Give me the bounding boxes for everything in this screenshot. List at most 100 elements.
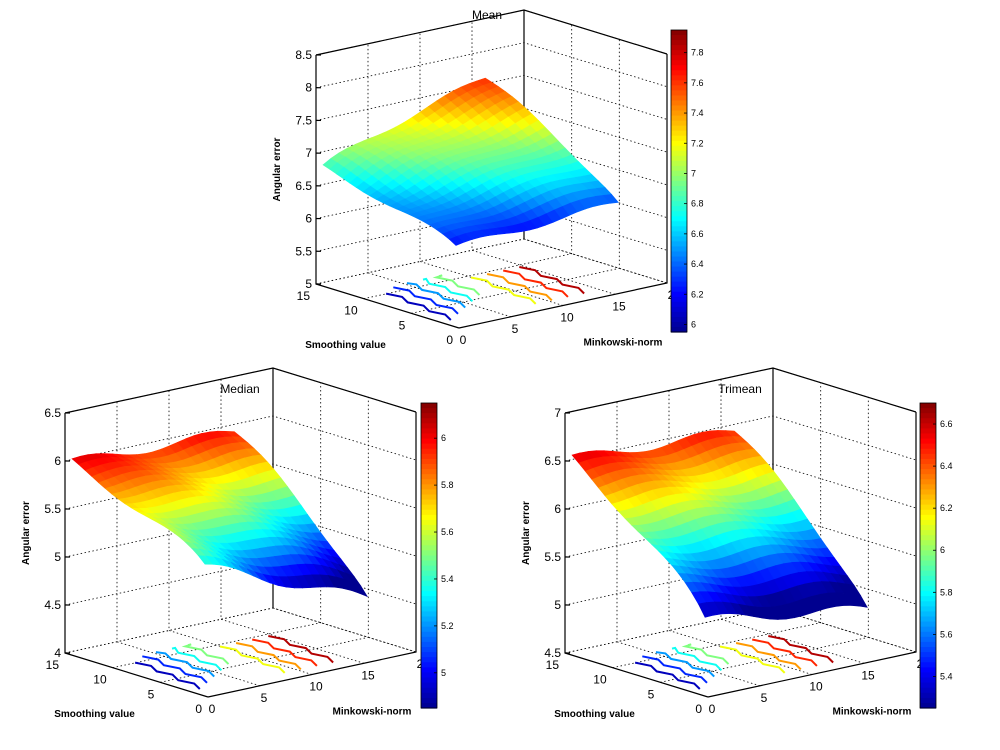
- colorbar-segment: [421, 601, 437, 607]
- colorbar-segment: [671, 286, 687, 293]
- plot-panel-mean: 55.566.577.588.50510152051015Minkowski-n…: [272, 8, 704, 351]
- colorbar-segment: [671, 100, 687, 107]
- colorbar-segment: [920, 621, 936, 628]
- colorbar-segment: [421, 504, 437, 511]
- colorbar-segment: [920, 677, 936, 684]
- colorbar-tick-label: 7: [691, 168, 696, 178]
- x-tick-label: 10: [309, 680, 323, 694]
- plot-panel-median: 44.555.566.50510152051015Minkowski-normS…: [21, 367, 454, 720]
- x-axis-line: [707, 412, 917, 698]
- x-axis-line: [207, 412, 417, 698]
- colorbar-segment: [671, 256, 687, 263]
- colorbar: 5.4 5.6 5.8 6 6.2 6.4 6.6: [919, 402, 953, 709]
- colorbar-segment: [671, 145, 687, 152]
- contour-line: [181, 643, 230, 665]
- colorbar-segment: [671, 236, 687, 242]
- x-tick-label: 5: [512, 322, 519, 336]
- y-tick-label: 0: [195, 702, 202, 716]
- contour-line: [470, 276, 537, 305]
- z-tick-label: 5.5: [44, 502, 61, 516]
- contour-line: [655, 651, 715, 678]
- colorbar-segment: [421, 438, 437, 445]
- colorbar-segment: [671, 196, 687, 202]
- colorbar-tick-label: 5: [441, 668, 446, 678]
- colorbar-segment: [920, 692, 936, 699]
- colorbar-segment: [671, 165, 687, 172]
- colorbar-segment: [421, 580, 437, 587]
- y-tick-label: 10: [593, 673, 607, 687]
- colorbar-tick-label: 7.6: [691, 78, 704, 88]
- contour-line: [406, 282, 466, 309]
- colorbar-segment: [421, 484, 437, 491]
- y-tick-label: 15: [546, 658, 560, 672]
- z-tick-label: 4.5: [544, 646, 561, 660]
- colorbar-segment: [671, 90, 687, 97]
- gridline-y: [660, 397, 869, 683]
- gridline-z: [64, 607, 417, 654]
- colorbar-segment: [671, 226, 687, 232]
- colorbar-segment: [421, 591, 437, 597]
- colorbar-segment: [671, 231, 687, 237]
- colorbar-segment: [421, 616, 437, 623]
- colorbar-tick-label: 5.6: [441, 527, 454, 537]
- colorbar-segment: [671, 85, 687, 91]
- colorbar-segment: [671, 120, 687, 127]
- colorbar-segment: [671, 40, 687, 46]
- colorbar-segment: [920, 525, 936, 531]
- contour-line: [735, 642, 802, 671]
- colorbar-segment: [671, 246, 687, 253]
- colorbar-segment: [421, 545, 437, 552]
- colorbar-segment: [671, 191, 687, 197]
- colorbar-segment: [421, 550, 437, 557]
- y-axis-label: Smoothing value: [305, 340, 386, 351]
- colorbar-tick-label: 5.8: [940, 587, 953, 597]
- y-tick-label: 0: [446, 333, 453, 347]
- colorbar-tick-label: 5.2: [441, 621, 454, 631]
- colorbar-tick-label: 6.4: [691, 259, 704, 269]
- z-tick-label: 6: [554, 502, 561, 516]
- colorbar-segment: [671, 201, 687, 207]
- colorbar-segment: [920, 403, 936, 409]
- colorbar-segment: [671, 60, 687, 66]
- colorbar-segment: [421, 519, 437, 526]
- colorbar-segment: [920, 596, 936, 602]
- colorbar-segment: [671, 316, 687, 323]
- gridline-z: [315, 42, 668, 89]
- colorbar-segment: [421, 677, 437, 684]
- colorbar-segment: [920, 616, 936, 623]
- contour-line: [134, 661, 201, 690]
- x-tick-label: 0: [209, 702, 216, 716]
- z-tick-label: 5.5: [295, 244, 312, 258]
- colorbar-segment: [920, 423, 936, 430]
- colorbar-tick-label: 6.2: [691, 289, 704, 299]
- surface-patch: [851, 593, 868, 608]
- colorbar-segment: [920, 631, 936, 638]
- colorbar-segment: [421, 499, 437, 506]
- x-tick-label: 15: [361, 668, 375, 682]
- colorbar-segment: [671, 251, 687, 258]
- colorbar-segment: [421, 403, 437, 409]
- colorbar-segment: [421, 540, 437, 546]
- contour-line: [486, 273, 553, 302]
- colorbar-tick-label: 6: [940, 545, 945, 555]
- colorbar-segment: [920, 626, 936, 633]
- colorbar-segment: [920, 479, 936, 485]
- x-axis-label: Minkowski-norm: [333, 707, 412, 718]
- colorbar-tick-label: 5.6: [940, 629, 953, 639]
- colorbar-segment: [920, 601, 936, 607]
- colorbar-segment: [920, 636, 936, 643]
- colorbar-segment: [920, 458, 936, 465]
- colorbar-segment: [421, 428, 437, 435]
- gridline-y: [411, 39, 620, 314]
- contour-line: [171, 646, 223, 672]
- colorbar-segment: [671, 206, 687, 212]
- y-axis-label: Smoothing value: [54, 709, 135, 720]
- colorbar-segment: [421, 458, 437, 465]
- z-tick-label: 6.5: [295, 179, 312, 193]
- colorbar-tick-label: 6.8: [691, 199, 704, 209]
- colorbar-segment: [671, 110, 687, 117]
- colorbar-segment: [421, 489, 437, 496]
- colorbar-segment: [421, 560, 437, 567]
- colorbar-segment: [671, 155, 687, 162]
- x-tick-label: 0: [709, 702, 716, 716]
